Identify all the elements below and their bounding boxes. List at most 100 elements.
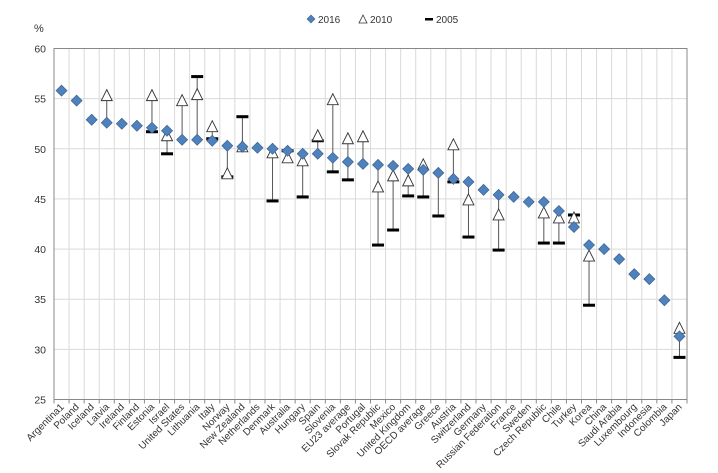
gridlines bbox=[54, 48, 687, 400]
point-2016 bbox=[462, 175, 475, 188]
legend-marker-dash bbox=[425, 18, 433, 21]
legend: 2016 2010 2005 bbox=[306, 14, 459, 26]
point-2016 bbox=[221, 139, 234, 152]
point-2016 bbox=[613, 253, 626, 266]
point-2016 bbox=[598, 243, 611, 256]
point-2016 bbox=[100, 116, 113, 129]
y-tick-label: 55 bbox=[34, 94, 46, 106]
point-2010 bbox=[341, 131, 355, 145]
y-tick-label: 60 bbox=[34, 44, 46, 56]
point-2010 bbox=[221, 166, 234, 180]
legend-label-2016: 2016 bbox=[318, 15, 341, 26]
point-2005 bbox=[296, 195, 309, 199]
point-2016 bbox=[417, 163, 430, 176]
point-2016 bbox=[628, 268, 641, 281]
x-axis: Argentina1PolandIcelandLatviaIrelandFinl… bbox=[25, 399, 688, 471]
point-2016 bbox=[552, 204, 565, 217]
point-2005 bbox=[236, 115, 249, 119]
point-2016 bbox=[537, 195, 550, 208]
y-axis-ticks: 25 30 35 40 45 50 55 60 bbox=[34, 44, 46, 407]
point-2016 bbox=[402, 162, 415, 175]
point-2016 bbox=[387, 159, 400, 172]
point-2016 bbox=[507, 190, 520, 203]
point-2016 bbox=[643, 273, 656, 286]
point-2005 bbox=[583, 303, 596, 307]
range-lines bbox=[106, 76, 680, 358]
point-2016 bbox=[673, 330, 686, 343]
data-marks bbox=[55, 75, 686, 359]
point-2010 bbox=[371, 179, 385, 193]
point-2016 bbox=[191, 133, 204, 146]
plot-frame bbox=[53, 48, 688, 400]
point-2010 bbox=[281, 150, 294, 164]
point-2005 bbox=[417, 195, 430, 199]
point-2016 bbox=[658, 294, 671, 307]
point-2010 bbox=[447, 137, 460, 151]
legend-item-2005: 2005 bbox=[425, 15, 459, 26]
point-2010 bbox=[175, 93, 189, 107]
y-tick-label: 45 bbox=[34, 194, 46, 206]
point-2016 bbox=[432, 166, 445, 179]
point-2016 bbox=[447, 172, 460, 185]
point-2016 bbox=[206, 134, 219, 147]
legend-item-2016: 2016 bbox=[306, 14, 341, 26]
point-2005 bbox=[372, 243, 385, 247]
point-2005 bbox=[402, 194, 415, 198]
y-tick-label: 50 bbox=[34, 144, 46, 156]
point-2016 bbox=[372, 158, 385, 171]
point-2016 bbox=[85, 113, 98, 126]
point-2016 bbox=[477, 183, 490, 196]
point-2005 bbox=[326, 170, 339, 174]
point-2010 bbox=[492, 207, 505, 221]
point-2010 bbox=[100, 88, 113, 102]
point-2005 bbox=[673, 355, 686, 359]
legend-item-2010: 2010 bbox=[358, 14, 393, 26]
point-2016 bbox=[296, 147, 309, 160]
point-2010 bbox=[537, 205, 551, 219]
point-2016 bbox=[266, 142, 279, 155]
point-2005 bbox=[462, 235, 475, 239]
point-2016 bbox=[236, 140, 249, 153]
y-tick-label: 35 bbox=[34, 294, 46, 306]
point-2016 bbox=[341, 155, 354, 168]
point-2005 bbox=[492, 248, 505, 252]
y-tick-label: 25 bbox=[34, 395, 46, 407]
legend-label-2010: 2010 bbox=[370, 15, 393, 26]
point-2016 bbox=[326, 151, 339, 164]
point-2016 bbox=[161, 124, 174, 137]
point-2010 bbox=[582, 249, 596, 262]
point-2010 bbox=[296, 153, 309, 167]
point-2016 bbox=[115, 117, 128, 130]
y-tick-label: 40 bbox=[34, 244, 46, 256]
y-tick-label: 30 bbox=[34, 344, 46, 356]
legend-marker-diamond bbox=[306, 14, 316, 24]
point-2010 bbox=[356, 129, 370, 143]
point-2005 bbox=[191, 75, 204, 79]
point-2016 bbox=[176, 133, 189, 146]
point-2005 bbox=[387, 228, 400, 232]
point-2010 bbox=[206, 119, 219, 133]
point-2005 bbox=[537, 241, 550, 245]
point-2016 bbox=[567, 221, 580, 234]
point-2016 bbox=[311, 147, 324, 160]
point-2016 bbox=[492, 188, 505, 201]
legend-label-2005: 2005 bbox=[436, 15, 459, 26]
point-2005 bbox=[552, 241, 565, 245]
point-2016 bbox=[281, 144, 294, 157]
point-2016 bbox=[70, 94, 83, 107]
point-2005 bbox=[266, 199, 279, 203]
point-2005 bbox=[161, 152, 174, 156]
point-2010 bbox=[326, 92, 340, 106]
legend-marker-triangle bbox=[358, 14, 368, 24]
point-2016 bbox=[55, 84, 68, 97]
point-2010 bbox=[145, 88, 159, 102]
point-2016 bbox=[522, 195, 535, 208]
point-2010 bbox=[462, 192, 475, 206]
y-axis-unit-label: % bbox=[34, 23, 44, 35]
point-2010 bbox=[552, 210, 566, 224]
point-2016 bbox=[145, 121, 158, 134]
point-2016 bbox=[356, 157, 369, 170]
point-2016 bbox=[251, 141, 264, 154]
point-2005 bbox=[432, 214, 445, 218]
